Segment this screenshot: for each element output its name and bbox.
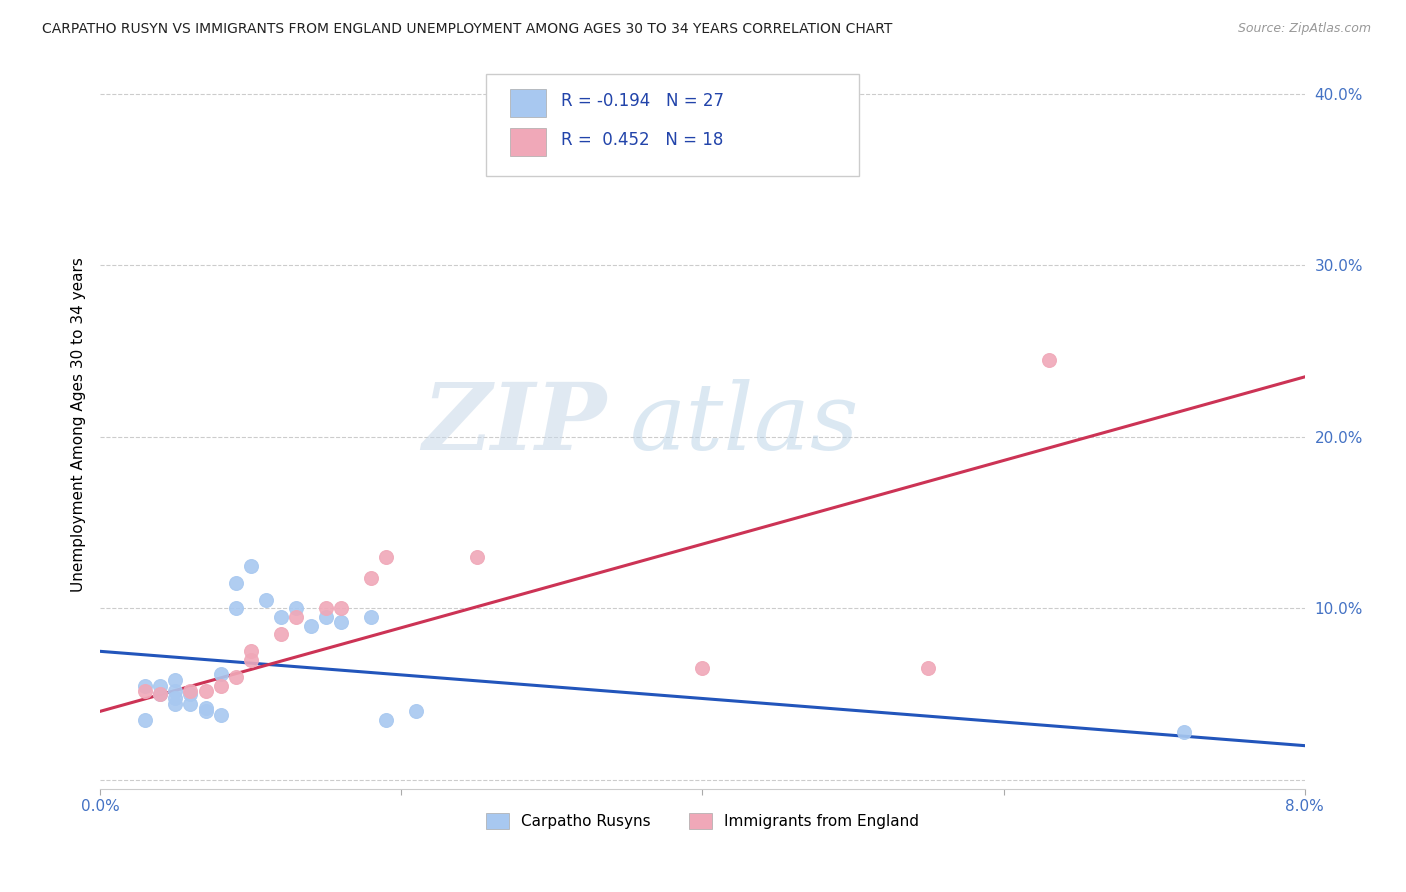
Text: Source: ZipAtlas.com: Source: ZipAtlas.com — [1237, 22, 1371, 36]
Point — [165, 690, 187, 705]
FancyBboxPatch shape — [509, 128, 546, 156]
Point — [284, 610, 307, 624]
Point — [134, 679, 156, 693]
Point — [405, 704, 427, 718]
Point — [194, 683, 217, 698]
Point — [495, 138, 517, 153]
Point — [209, 679, 232, 693]
Point — [149, 687, 172, 701]
Point — [917, 661, 939, 675]
Text: R =  0.452   N = 18: R = 0.452 N = 18 — [561, 131, 724, 149]
Legend: Carpatho Rusyns, Immigrants from England: Carpatho Rusyns, Immigrants from England — [479, 807, 925, 836]
Point — [209, 666, 232, 681]
Point — [465, 549, 488, 564]
Point — [330, 615, 353, 629]
Point — [225, 670, 247, 684]
Point — [270, 627, 292, 641]
Point — [225, 601, 247, 615]
Point — [239, 653, 262, 667]
Point — [194, 704, 217, 718]
Point — [284, 601, 307, 615]
Text: R = -0.194   N = 27: R = -0.194 N = 27 — [561, 92, 724, 110]
FancyBboxPatch shape — [485, 74, 859, 177]
Point — [270, 610, 292, 624]
Point — [149, 687, 172, 701]
Point — [239, 644, 262, 658]
Point — [179, 683, 201, 698]
Point — [149, 679, 172, 693]
Point — [134, 713, 156, 727]
Point — [179, 687, 201, 701]
Point — [225, 575, 247, 590]
Point — [360, 610, 382, 624]
Point — [299, 618, 322, 632]
Point — [1173, 725, 1195, 739]
Point — [315, 610, 337, 624]
Point — [239, 558, 262, 573]
Point — [360, 570, 382, 584]
Point — [330, 601, 353, 615]
Point — [375, 549, 398, 564]
Text: atlas: atlas — [630, 379, 859, 469]
Point — [254, 592, 277, 607]
Point — [134, 683, 156, 698]
Point — [375, 713, 398, 727]
Point — [165, 673, 187, 688]
Point — [194, 701, 217, 715]
Point — [1038, 352, 1060, 367]
Text: CARPATHO RUSYN VS IMMIGRANTS FROM ENGLAND UNEMPLOYMENT AMONG AGES 30 TO 34 YEARS: CARPATHO RUSYN VS IMMIGRANTS FROM ENGLAN… — [42, 22, 893, 37]
Point — [165, 698, 187, 712]
Text: ZIP: ZIP — [422, 379, 606, 469]
Point — [209, 707, 232, 722]
Point — [179, 698, 201, 712]
FancyBboxPatch shape — [509, 89, 546, 117]
Point — [692, 661, 714, 675]
Y-axis label: Unemployment Among Ages 30 to 34 years: Unemployment Among Ages 30 to 34 years — [72, 257, 86, 591]
Point — [315, 601, 337, 615]
Point — [165, 683, 187, 698]
